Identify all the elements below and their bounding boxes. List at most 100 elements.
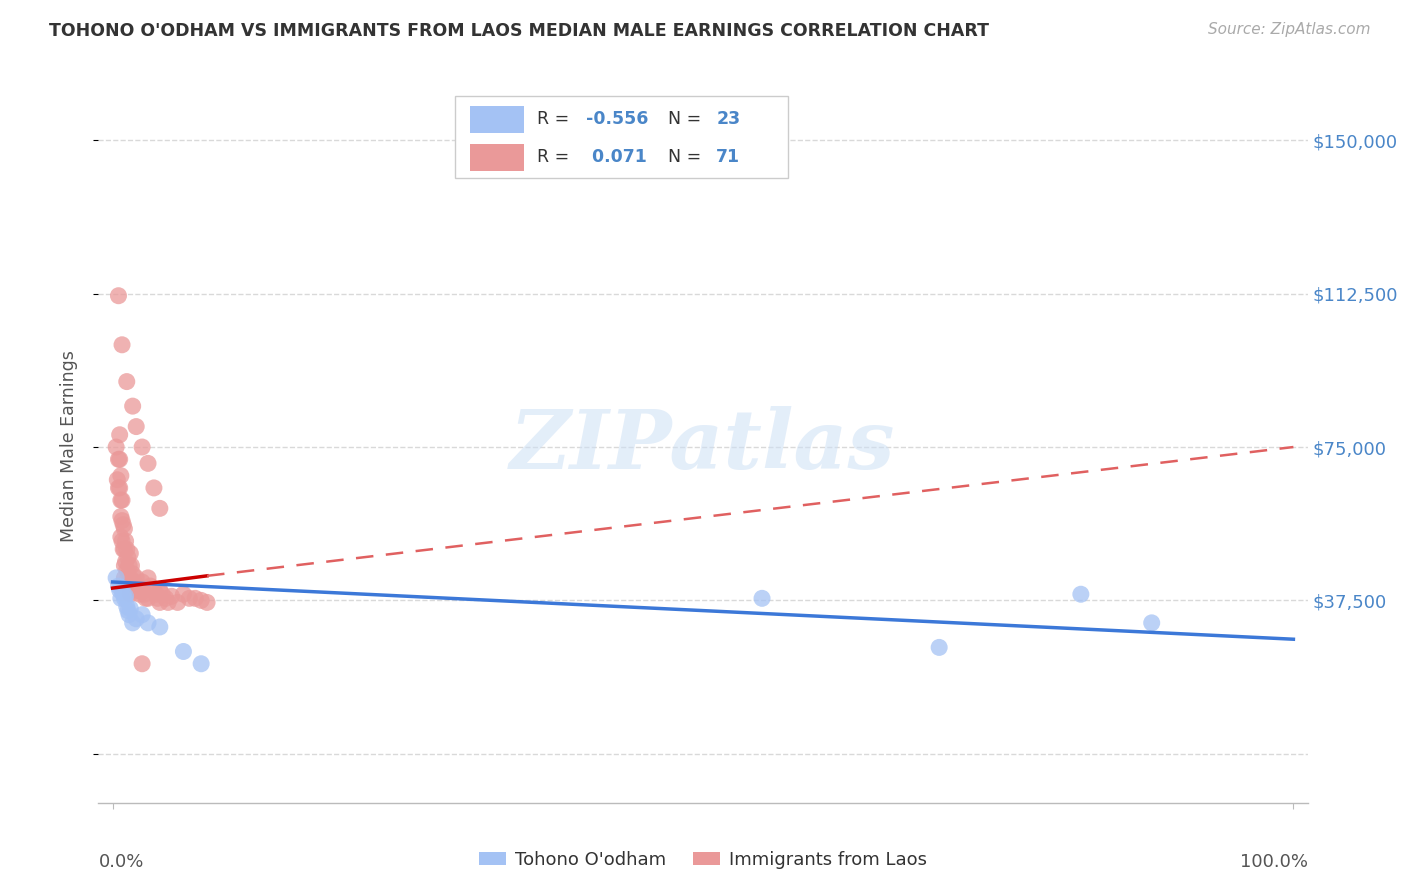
Point xyxy=(131,574,153,589)
Point xyxy=(108,481,131,495)
Text: 71: 71 xyxy=(716,148,741,166)
Point xyxy=(131,440,153,454)
Point xyxy=(120,601,142,615)
Point xyxy=(125,612,148,626)
Point xyxy=(117,550,139,565)
Point xyxy=(115,599,138,614)
Point xyxy=(145,587,167,601)
Point xyxy=(157,595,180,609)
Point xyxy=(110,509,132,524)
Point xyxy=(118,558,141,573)
Point xyxy=(112,542,135,557)
Point xyxy=(124,583,146,598)
Text: Source: ZipAtlas.com: Source: ZipAtlas.com xyxy=(1208,22,1371,37)
Point xyxy=(136,456,159,470)
Point xyxy=(105,440,128,454)
Point xyxy=(190,657,212,671)
Point xyxy=(110,493,132,508)
Point xyxy=(120,571,142,585)
Point xyxy=(751,591,773,606)
FancyBboxPatch shape xyxy=(470,144,524,170)
Point xyxy=(134,587,156,601)
Text: TOHONO O'ODHAM VS IMMIGRANTS FROM LAOS MEDIAN MALE EARNINGS CORRELATION CHART: TOHONO O'ODHAM VS IMMIGRANTS FROM LAOS M… xyxy=(49,22,990,40)
Point xyxy=(112,542,135,557)
Point xyxy=(118,607,141,622)
Point xyxy=(111,534,134,549)
Point xyxy=(155,591,177,606)
Point xyxy=(114,534,136,549)
Text: N =: N = xyxy=(668,111,702,128)
Point xyxy=(118,579,141,593)
Legend: Tohono O'odham, Immigrants from Laos: Tohono O'odham, Immigrants from Laos xyxy=(471,844,935,876)
Point xyxy=(128,587,150,601)
Point xyxy=(131,657,153,671)
Point xyxy=(117,571,139,585)
Point xyxy=(121,566,143,581)
Point xyxy=(146,591,169,606)
Point xyxy=(112,571,135,585)
Point xyxy=(105,571,128,585)
Point xyxy=(105,473,128,487)
Point xyxy=(136,571,159,585)
Text: 100.0%: 100.0% xyxy=(1240,853,1308,871)
Point xyxy=(149,595,172,609)
Point xyxy=(107,481,129,495)
Text: R =: R = xyxy=(537,148,569,166)
Point xyxy=(108,427,131,442)
Point xyxy=(135,591,157,606)
Point xyxy=(112,591,135,606)
Point xyxy=(190,593,212,607)
Point xyxy=(112,558,135,573)
Point xyxy=(111,493,134,508)
Point xyxy=(107,579,129,593)
Text: -0.556: -0.556 xyxy=(586,111,648,128)
Point xyxy=(112,522,135,536)
Point xyxy=(184,591,207,606)
Point xyxy=(115,563,138,577)
Point xyxy=(136,591,159,606)
Point xyxy=(1070,587,1092,601)
Text: R =: R = xyxy=(537,111,569,128)
Point xyxy=(121,558,143,573)
Point xyxy=(110,591,132,606)
Point xyxy=(131,607,153,622)
Point xyxy=(120,546,142,560)
Point xyxy=(172,644,194,658)
Point xyxy=(150,587,173,601)
Point xyxy=(108,583,131,598)
Point xyxy=(125,419,148,434)
Text: 0.071: 0.071 xyxy=(586,148,647,166)
Point xyxy=(117,604,139,618)
Point xyxy=(179,591,201,606)
Text: N =: N = xyxy=(668,148,702,166)
Point xyxy=(139,579,162,593)
Point xyxy=(160,589,183,603)
Point xyxy=(122,574,145,589)
Point xyxy=(142,481,165,495)
Point xyxy=(112,587,135,601)
Point xyxy=(110,530,132,544)
Point xyxy=(136,615,159,630)
Point xyxy=(107,289,129,303)
Point xyxy=(108,452,131,467)
Point xyxy=(142,583,165,598)
Point xyxy=(149,620,172,634)
Point xyxy=(121,399,143,413)
FancyBboxPatch shape xyxy=(456,96,787,178)
Point xyxy=(120,587,142,601)
Point xyxy=(132,583,155,598)
Point xyxy=(112,517,135,532)
Text: ZIPatlas: ZIPatlas xyxy=(510,406,896,486)
Point xyxy=(115,375,138,389)
Point xyxy=(114,555,136,569)
Point xyxy=(166,595,188,609)
Point xyxy=(114,589,136,603)
Y-axis label: Median Male Earnings: Median Male Earnings xyxy=(59,350,77,542)
FancyBboxPatch shape xyxy=(470,106,524,133)
Point xyxy=(115,542,138,557)
Point xyxy=(128,583,150,598)
Point xyxy=(172,587,194,601)
Text: 23: 23 xyxy=(716,111,741,128)
Point xyxy=(149,583,172,598)
Point xyxy=(1140,615,1163,630)
